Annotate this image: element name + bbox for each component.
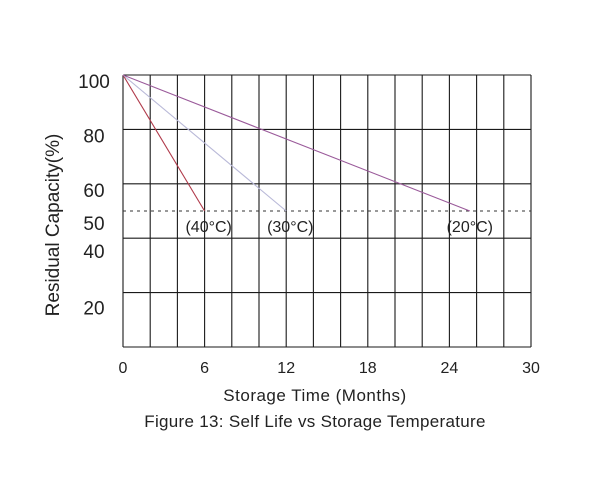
- y-tick-label: 60: [83, 181, 104, 202]
- x-tick-label: 30: [522, 360, 540, 377]
- series-line-2: [122, 74, 471, 212]
- series-label-0: (40°C): [185, 219, 231, 236]
- y-tick-label: 100: [78, 72, 110, 93]
- chart-title: Figure 13: Self Life vs Storage Temperat…: [144, 412, 485, 431]
- x-tick-label: 6: [200, 360, 209, 377]
- series-line-1: [122, 74, 287, 212]
- series-label-2: (20°C): [447, 219, 493, 236]
- x-tick-label: 0: [119, 360, 128, 377]
- series-line-0: [122, 74, 206, 212]
- y-tick-labels: 20 40 50 60 80 100: [78, 72, 110, 320]
- y-axis-label: Residual Capacity(%): [43, 134, 64, 317]
- x-tick-labels: 0 6 12 18 24 30: [119, 360, 540, 377]
- y-tick-label: 50: [83, 214, 104, 235]
- x-tick-label: 24: [441, 360, 459, 377]
- series-label-1: (30°C): [267, 219, 313, 236]
- y-tick-label: 20: [83, 299, 104, 320]
- x-tick-label: 12: [277, 360, 295, 377]
- series-group: [122, 74, 471, 212]
- y-tick-label: 40: [83, 242, 104, 263]
- x-axis-label: Storage Time (Months): [223, 386, 406, 405]
- y-tick-label: 80: [83, 126, 104, 147]
- grid: [122, 74, 532, 348]
- series-labels: (40°C) (30°C) (20°C): [185, 219, 493, 236]
- x-tick-label: 18: [359, 360, 377, 377]
